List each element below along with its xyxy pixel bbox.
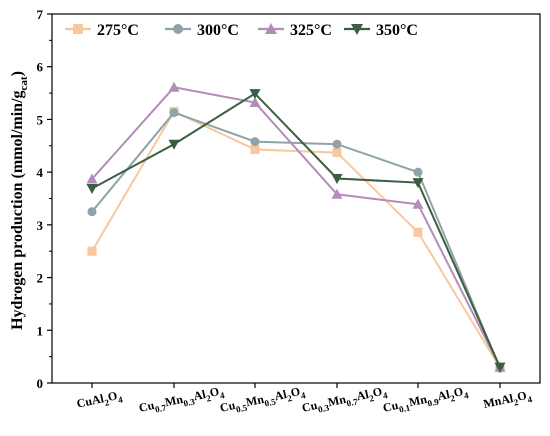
data-point — [332, 148, 342, 158]
y-tick-label: 3 — [37, 218, 44, 233]
legend-marker — [173, 24, 183, 34]
plot-frame — [51, 13, 541, 384]
data-point — [412, 198, 424, 209]
data-point — [249, 89, 261, 100]
data-point — [86, 173, 98, 184]
legend-label: 350°C — [376, 22, 418, 39]
legend-label: 300°C — [197, 22, 239, 39]
y-tick-label: 6 — [37, 60, 44, 75]
x-category-label: Cu0.1Mn0.9Al2O4 — [382, 383, 470, 418]
x-category-label: MnAl2O4 — [482, 387, 533, 414]
data-point — [412, 178, 424, 189]
series-3 — [86, 89, 506, 373]
legend-label: 325°C — [290, 22, 332, 39]
data-point — [168, 81, 180, 92]
data-point — [413, 167, 423, 177]
x-category-label: Cu0.5Mn0.5Al2O4 — [219, 383, 307, 418]
series-0 — [87, 107, 505, 373]
y-tick-label: 2 — [37, 271, 44, 286]
series-line — [91, 86, 501, 368]
data-point — [250, 144, 260, 154]
x-category-label: Cu0.3Mn0.7Al2O4 — [301, 383, 389, 418]
data-point — [413, 227, 423, 237]
legend-marker — [265, 23, 277, 34]
legend: 275°C 300°C 325°C 350°C — [65, 22, 418, 39]
data-point — [249, 97, 261, 108]
data-point — [86, 183, 98, 194]
data-point — [87, 207, 97, 217]
series-line — [91, 110, 501, 369]
data-point — [169, 108, 179, 118]
series-2 — [86, 81, 506, 372]
y-axis-title: Hydrogen production (mmol/min/gcat) — [9, 71, 30, 330]
legend-marker — [73, 24, 83, 34]
data-point — [332, 139, 342, 149]
data-point — [250, 137, 260, 147]
series-line — [91, 92, 501, 368]
axis-labels: CuAl2O4 Cu0.7Mn0.3Al2O4Cu0.5Mn0.5Al2O4Cu0… — [9, 71, 533, 418]
series-layer — [86, 81, 506, 373]
series-1 — [87, 108, 505, 373]
y-tick-label: 5 — [37, 112, 44, 127]
x-category-label: Cu0.7Mn0.3Al2O4 — [138, 383, 226, 418]
legend-marker — [351, 24, 363, 35]
x-category-label: CuAl2O4 — [75, 387, 124, 413]
data-point — [168, 139, 180, 150]
data-point — [331, 173, 343, 184]
data-point — [494, 362, 506, 373]
legend-label: 275°C — [97, 22, 139, 39]
y-tick-label: 0 — [37, 376, 44, 391]
axes: 0 1 2 3 4 5 6 7 — [37, 7, 541, 391]
y-tick-label: 1 — [37, 323, 44, 338]
series-line — [91, 111, 501, 369]
y-tick-label: 7 — [37, 7, 44, 22]
data-point — [331, 188, 343, 199]
y-tick-label: 4 — [37, 165, 44, 180]
data-point — [87, 246, 97, 256]
